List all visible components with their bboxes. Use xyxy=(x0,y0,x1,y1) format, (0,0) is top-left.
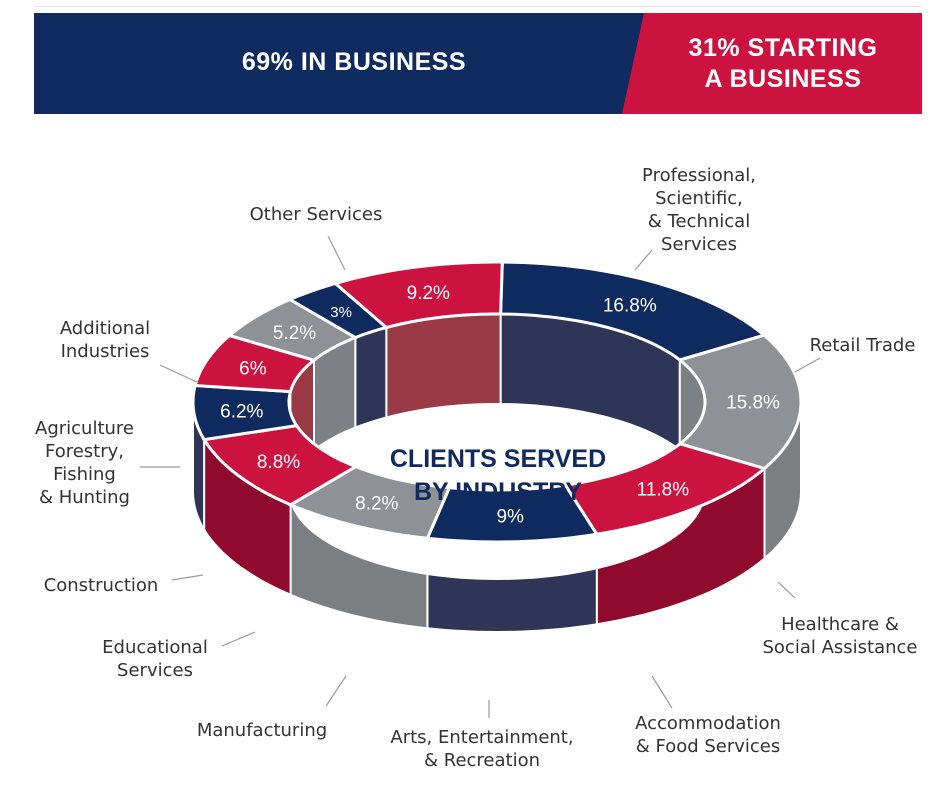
label-line: Scientific, xyxy=(655,188,743,209)
leader-line xyxy=(651,675,673,709)
label-line: & Hunting xyxy=(38,487,130,508)
label-line: & Technical xyxy=(647,211,751,232)
starting-business-line: A BUSINESS xyxy=(704,65,862,93)
label-manufacturing: Manufacturing xyxy=(182,719,342,742)
label-accommodation: Accommodation & Food Services xyxy=(618,712,798,758)
leader-line xyxy=(171,574,204,581)
label-line: Social Assistance xyxy=(762,637,918,658)
label-line: Services xyxy=(661,234,737,255)
slice-value-label: 6% xyxy=(239,358,267,379)
leader-line xyxy=(794,357,821,373)
slice-inner-wall xyxy=(354,326,388,430)
slice-value-label: 6.2% xyxy=(220,402,263,423)
label-line: Professional, xyxy=(642,165,756,186)
label-line: Accommodation xyxy=(635,713,781,734)
leader-line xyxy=(325,675,347,707)
leader-line xyxy=(159,364,198,383)
label-additional-industries: Additional Industries xyxy=(40,317,170,363)
label-line: Forestry, xyxy=(44,441,124,462)
label-line: Construction xyxy=(43,575,159,596)
slice-value-label: 8.2% xyxy=(355,494,398,515)
slice-value-label: 11.8% xyxy=(637,480,690,501)
label-line: Manufacturing xyxy=(196,720,328,741)
label-line: & Recreation xyxy=(423,750,540,771)
starting-business-text: 31% STARTING A BUSINESS xyxy=(644,33,922,95)
slice-value-label: 9.2% xyxy=(407,283,450,304)
label-line: & Food Services xyxy=(635,736,781,757)
starting-business-panel xyxy=(622,13,922,114)
leader-lines xyxy=(140,235,821,718)
slice-value-label: 3% xyxy=(330,304,352,321)
label-line: Additional xyxy=(59,318,151,339)
in-business-text: 69% IN BUSINESS xyxy=(241,48,467,76)
label-retail-trade: Retail Trade xyxy=(795,334,930,357)
slice-value-label: 8.8% xyxy=(257,452,300,473)
label-line: Other Services xyxy=(249,204,383,225)
label-line: Arts, Entertainment, xyxy=(390,727,574,748)
leader-line xyxy=(327,235,346,271)
label-line: Educational xyxy=(102,637,208,658)
chart-center-title: CLIENTS SERVED BY INDUSTRY xyxy=(360,443,636,509)
slice-value-label: 5.2% xyxy=(273,323,316,344)
slice-top xyxy=(332,260,504,330)
label-line: Healthcare & xyxy=(781,614,899,635)
top-divider xyxy=(34,6,922,7)
center-title-line: CLIENTS SERVED xyxy=(389,445,607,473)
label-line: Industries xyxy=(60,341,150,362)
label-construction: Construction xyxy=(30,574,172,597)
slice-value-label: 16.8% xyxy=(603,295,657,316)
value-labels: 16.8% 15.8% 11.8% 9% 8.2% 8.8% 6.2% 6% 5.2% 3% 9.2… xyxy=(220,283,780,528)
label-professional-services: Professional, Scientific, & Technical Se… xyxy=(620,164,778,256)
leader-line xyxy=(777,581,796,599)
label-healthcare: Healthcare & Social Assistance xyxy=(752,613,928,659)
leader-line xyxy=(221,631,256,647)
label-educational-services: Educational Services xyxy=(86,636,224,682)
slice-value-label: 9% xyxy=(496,507,524,528)
starting-business-line: 31% STARTING xyxy=(688,34,878,62)
label-line: Fishing xyxy=(53,464,116,485)
label-line: Retail Trade xyxy=(809,335,916,356)
leader-line xyxy=(634,249,653,271)
label-arts: Arts, Entertainment, & Recreation xyxy=(377,726,587,772)
business-status-banner: 69% IN BUSINESS 31% STARTING A BUSINESS xyxy=(34,13,922,114)
label-line: Agriculture xyxy=(35,418,134,439)
slice-value-label: 15.8% xyxy=(726,393,780,414)
label-agriculture: Agriculture Forestry, Fishing & Hunting xyxy=(22,417,147,509)
label-other-services: Other Services xyxy=(232,203,400,226)
slice-tops xyxy=(191,260,803,544)
center-title-line: BY INDUSTRY xyxy=(413,478,583,506)
slice-inner-wall xyxy=(385,313,502,419)
label-line: Services xyxy=(117,660,193,681)
